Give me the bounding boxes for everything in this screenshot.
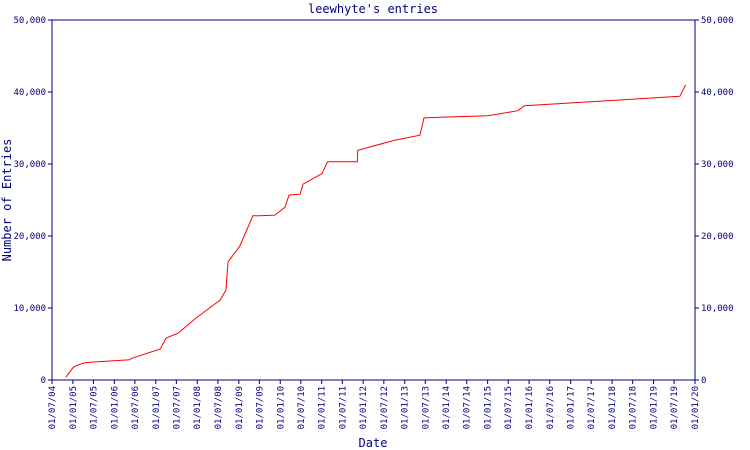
y2-tick-label: 30,000 xyxy=(701,160,734,170)
y2-tick-label: 10,000 xyxy=(701,304,734,314)
x-tick-label: 01/01/06 xyxy=(110,386,120,429)
y2-tick-label: 20,000 xyxy=(701,232,734,242)
y-tick-label: 40,000 xyxy=(13,88,46,98)
x-tick-label: 01/07/19 xyxy=(670,386,680,429)
x-tick-label: 01/01/08 xyxy=(193,386,203,429)
x-tick-label: 01/07/08 xyxy=(214,386,224,429)
plot-frame xyxy=(51,19,696,381)
x-tick-label: 01/01/15 xyxy=(484,386,494,429)
x-tick-label: 01/07/04 xyxy=(48,386,58,429)
x-tick-label: 01/07/10 xyxy=(297,386,307,429)
y2-tick-label: 0 xyxy=(701,376,706,386)
x-tick-label: 01/07/16 xyxy=(546,386,556,429)
y-tick-label: 20,000 xyxy=(13,232,46,242)
x-tick-label: 01/01/05 xyxy=(69,386,79,429)
x-tick-label: 01/01/07 xyxy=(152,386,162,429)
x-tick-label: 01/07/07 xyxy=(172,386,182,429)
x-tick-label: 01/01/19 xyxy=(650,386,660,429)
y-tick-label: 50,000 xyxy=(13,16,46,26)
x-tick-label: 01/01/17 xyxy=(567,386,577,429)
x-tick-label: 01/01/09 xyxy=(235,386,245,429)
x-tick-label: 01/01/12 xyxy=(359,386,369,429)
x-tick-label: 01/01/14 xyxy=(442,386,452,429)
x-tick-label: 01/07/11 xyxy=(338,386,348,429)
x-tick-label: 01/07/17 xyxy=(587,386,597,429)
chart-title: leewhyte's entries xyxy=(308,2,438,16)
y-tick-label: 30,000 xyxy=(13,160,46,170)
y-axis-label: Number of Entries xyxy=(0,139,14,262)
x-tick-label: 01/07/18 xyxy=(629,386,639,429)
y2-tick-label: 50,000 xyxy=(701,16,734,26)
x-tick-label: 01/07/12 xyxy=(380,386,390,429)
y-tick-label: 10,000 xyxy=(13,304,46,314)
data-line xyxy=(65,84,687,378)
x-tick-label: 01/01/10 xyxy=(276,386,286,429)
x-tick-label: 01/07/05 xyxy=(89,386,99,429)
x-tick-label: 01/07/15 xyxy=(504,386,514,429)
x-tick-label: 01/01/11 xyxy=(318,386,328,429)
x-tick-label: 01/07/14 xyxy=(463,386,473,429)
x-tick-label: 01/07/09 xyxy=(255,386,265,429)
x-tick-label: 01/07/06 xyxy=(131,386,141,429)
y2-tick-label: 40,000 xyxy=(701,88,734,98)
x-axis-label: Date xyxy=(359,436,388,450)
x-tick-label: 01/07/13 xyxy=(421,386,431,429)
x-tick-label: 01/01/13 xyxy=(401,386,411,429)
x-tick-label: 01/01/16 xyxy=(525,386,535,429)
x-tick-label: 01/01/20 xyxy=(691,386,701,429)
y-tick-label: 0 xyxy=(41,376,46,386)
x-tick-label: 01/01/18 xyxy=(608,386,618,429)
